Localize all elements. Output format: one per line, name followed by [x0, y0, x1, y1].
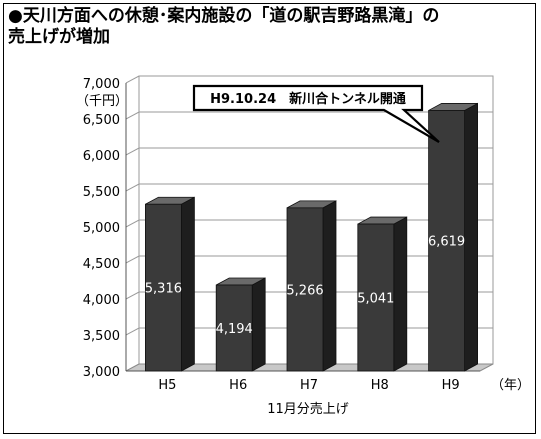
y-tick-label: 3,500 — [83, 329, 120, 344]
bar — [215, 284, 253, 372]
bar — [286, 207, 324, 372]
x-tick-label: H8 — [371, 378, 389, 393]
title-line-1: ●天川方面への休憩･案内施設の「道の駅吉野路黒滝」の — [8, 6, 440, 26]
bar-value-label: 5,041 — [357, 292, 394, 307]
y-tick-label: 4,000 — [83, 293, 120, 308]
x-axis-title: 11月分売上げ — [267, 401, 349, 417]
y-tick-label: 7,000 — [83, 77, 120, 92]
annotation-callout — [192, 84, 440, 143]
bar-side — [322, 200, 337, 372]
bar-side — [180, 196, 195, 372]
x-tick-label: H7 — [300, 378, 318, 393]
annotation-text: H9.10.24 新川合トンネル開通 — [210, 91, 406, 107]
x-tick-label: H9 — [442, 378, 460, 393]
bar-value-label: 5,316 — [145, 282, 182, 297]
bar — [144, 203, 182, 372]
bar-value-label: 4,194 — [216, 322, 253, 337]
x-unit-label: （年） — [491, 378, 530, 393]
bar-side — [464, 102, 479, 372]
x-tick-label: H5 — [158, 378, 176, 393]
gridline — [125, 111, 493, 120]
bar-side — [393, 216, 408, 372]
y-tick-label: 3,000 — [83, 365, 120, 380]
y-tick-label: 5,500 — [83, 185, 120, 200]
y-tick-label: 6,000 — [83, 149, 120, 164]
y-unit-label: （千円） — [76, 94, 128, 109]
y-tick-label: 6,500 — [83, 113, 120, 128]
gridline — [125, 75, 493, 84]
y-tick-label: 5,000 — [83, 221, 120, 236]
bar — [357, 223, 395, 372]
gridline — [125, 147, 493, 156]
title-line-2: 売上げが増加 — [8, 27, 110, 47]
bar — [428, 110, 466, 372]
bar-value-label: 6,619 — [428, 235, 465, 250]
bar-side — [251, 277, 266, 372]
bar-value-label: 5,266 — [286, 283, 323, 298]
y-tick-label: 4,500 — [83, 257, 120, 272]
gridline — [125, 183, 493, 192]
x-tick-label: H6 — [229, 378, 247, 393]
